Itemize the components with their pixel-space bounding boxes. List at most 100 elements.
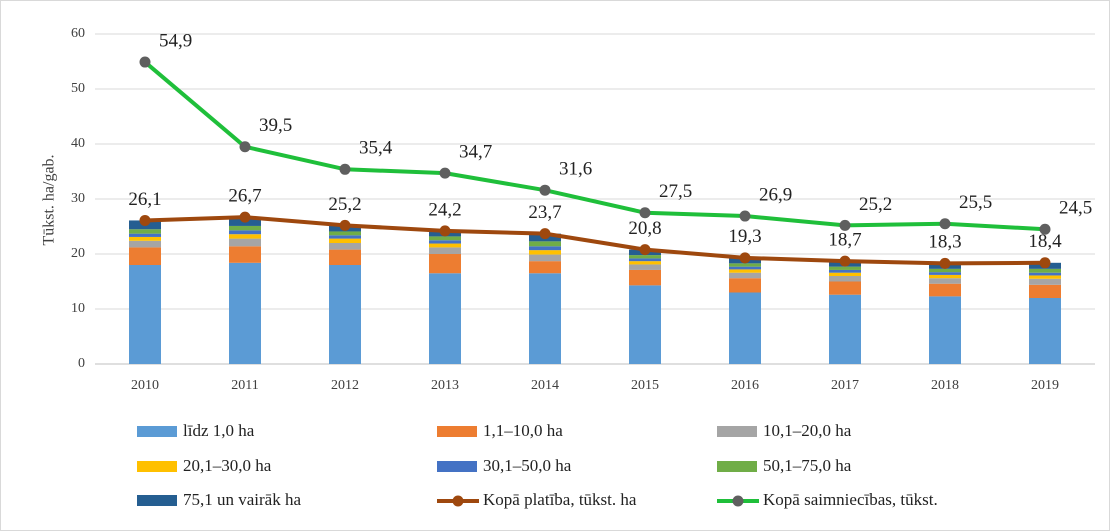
bar-segment	[429, 243, 461, 248]
bar-segment	[529, 250, 561, 255]
data-label: 24,5	[1059, 198, 1092, 219]
bar-segment	[629, 285, 661, 364]
bar-segment	[729, 269, 761, 273]
data-label: 18,7	[828, 230, 861, 251]
line-marker	[739, 252, 751, 264]
legend-marker	[452, 495, 464, 507]
x-tick-label: 2019	[1031, 378, 1059, 393]
bar-segment	[729, 272, 761, 279]
bar-segment	[229, 246, 261, 263]
legend-swatch	[437, 426, 477, 437]
legend-label: 1,1–10,0 ha	[483, 421, 563, 440]
bar-segment	[129, 229, 161, 234]
bar-segment	[329, 265, 361, 364]
data-label: 26,9	[759, 184, 792, 205]
legend-swatch	[437, 461, 477, 472]
y-tick-label: 10	[71, 301, 85, 316]
legend-label: 30,1–50,0 ha	[483, 456, 572, 475]
bar-segment	[429, 254, 461, 274]
bar-segment	[1029, 268, 1061, 273]
bar-segment	[329, 243, 361, 250]
bar-segment	[329, 249, 361, 265]
line-marker	[639, 207, 651, 219]
legend-label: 20,1–30,0 ha	[183, 456, 272, 475]
x-tick-label: 2016	[731, 378, 759, 393]
bar-segment	[729, 292, 761, 364]
bar-segment	[629, 261, 661, 265]
line-marker	[839, 255, 851, 267]
data-label: 24,2	[428, 199, 461, 220]
bar-segment	[1029, 278, 1061, 285]
legend-label: līdz 1,0 ha	[183, 421, 255, 440]
data-label: 25,2	[328, 194, 361, 215]
bar-segment	[529, 254, 561, 262]
bar-segment	[229, 238, 261, 247]
bar-segment	[929, 278, 961, 284]
x-tick-label: 2014	[531, 378, 559, 393]
bar-segment	[829, 266, 861, 270]
legend-swatch	[717, 426, 757, 437]
bar-segment	[929, 272, 961, 275]
line-series	[144, 215, 1046, 266]
line-marker	[1039, 223, 1051, 235]
bar-segment	[829, 272, 861, 276]
data-label: 39,5	[259, 115, 292, 136]
bar-segment	[1029, 272, 1061, 276]
legend-label: 75,1 un vairāk ha	[183, 490, 301, 509]
y-tick-label: 30	[71, 191, 85, 206]
legend-label: Kopā platība, tūkst. ha	[483, 490, 637, 509]
x-tick-label: 2010	[131, 378, 159, 393]
data-label: 34,7	[459, 142, 492, 163]
line-marker	[439, 225, 451, 237]
data-label: 31,6	[559, 159, 592, 180]
data-label: 19,3	[728, 226, 761, 247]
line-marker	[939, 218, 951, 230]
data-label: 35,4	[359, 138, 393, 159]
data-label: 18,4	[1028, 231, 1062, 252]
data-label: 18,3	[928, 232, 961, 253]
data-label: 26,7	[228, 186, 261, 207]
bar-segment	[329, 238, 361, 243]
line-marker	[539, 184, 551, 196]
bar-segment	[1029, 284, 1061, 298]
x-tick-label: 2013	[431, 378, 459, 393]
bar-segment	[129, 233, 161, 237]
bar-segment	[1029, 298, 1061, 364]
x-tick-label: 2017	[831, 378, 859, 393]
line-marker	[139, 56, 151, 68]
bar-segment	[129, 265, 161, 364]
x-tick-label: 2015	[631, 378, 659, 393]
legend-label: 10,1–20,0 ha	[763, 421, 852, 440]
bar-segment	[329, 235, 361, 239]
bar-segment	[429, 273, 461, 364]
bar-segment	[129, 236, 161, 241]
bar-segment	[629, 258, 661, 262]
line-marker	[139, 214, 151, 226]
bar-segment	[129, 240, 161, 248]
bar-segment	[929, 274, 961, 279]
bar-segment	[929, 268, 961, 273]
x-tick-label: 2011	[231, 378, 258, 393]
legend-label: 50,1–75,0 ha	[763, 456, 852, 475]
x-tick-label: 2018	[931, 378, 959, 393]
legend-swatch	[137, 495, 177, 506]
bar-segment	[929, 283, 961, 297]
line-marker	[739, 210, 751, 222]
bar-segment	[529, 261, 561, 274]
data-label: 27,5	[659, 181, 692, 202]
y-axis-label: Tūkst. ha/gab.	[41, 154, 58, 245]
legend-swatch	[717, 461, 757, 472]
bar-segment	[229, 234, 261, 239]
data-label: 25,2	[859, 194, 892, 215]
bar-segment	[229, 262, 261, 364]
y-tick-label: 20	[71, 246, 85, 261]
y-tick-label: 50	[71, 81, 85, 96]
bar-segment	[929, 296, 961, 364]
legend-label: Kopā saimniecības, tūkst.	[763, 490, 938, 509]
line-marker	[539, 228, 551, 240]
bar-segment	[829, 281, 861, 295]
bar-segment	[529, 273, 561, 364]
line-marker	[939, 257, 951, 269]
line-marker	[339, 219, 351, 231]
